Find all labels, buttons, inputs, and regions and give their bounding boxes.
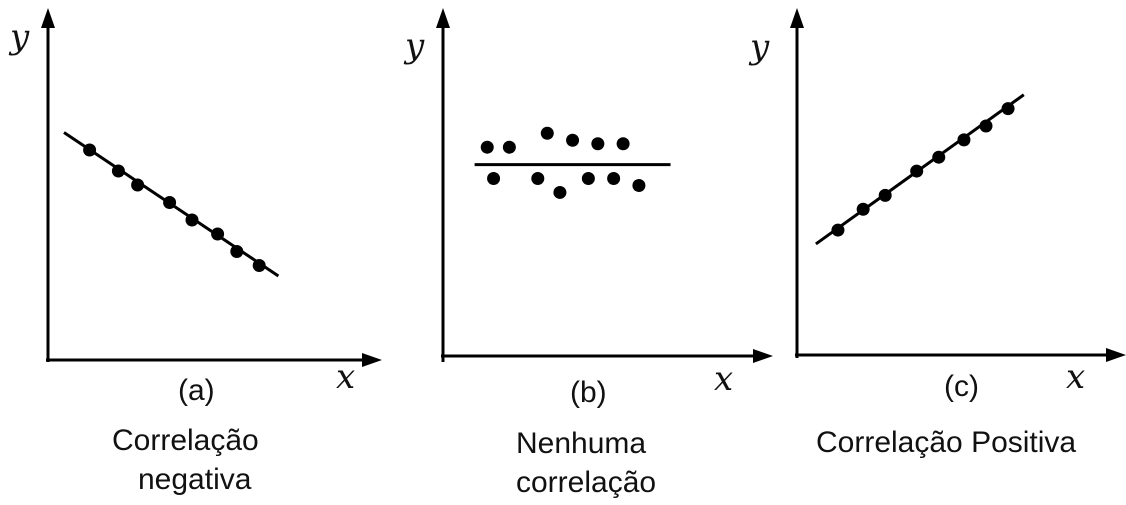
data-point-6 <box>957 133 971 147</box>
panel-negative-correlation: y x (a) Correlação negativa <box>8 8 382 496</box>
data-point-5 <box>932 150 946 164</box>
caption-line-1: Correlação Positiva <box>816 426 1076 459</box>
data-point-1 <box>83 143 97 157</box>
y-axis-arrow <box>790 8 804 28</box>
y-axis-arrow <box>436 8 450 28</box>
data-point-2 <box>111 164 125 178</box>
x-axis-label: x <box>1066 357 1085 397</box>
data-point-6 <box>211 227 225 241</box>
data-point-6 <box>616 137 630 151</box>
data-point-7 <box>979 119 993 133</box>
data-point-1 <box>480 140 494 154</box>
data-point-11 <box>607 172 621 186</box>
y-axis-label: y <box>748 27 770 67</box>
data-point-8 <box>531 172 545 186</box>
data-point-12 <box>632 178 646 192</box>
plot-marks <box>474 126 671 199</box>
x-axis-label: x <box>714 359 733 399</box>
plot-marks <box>815 93 1025 246</box>
data-point-8 <box>1001 102 1015 116</box>
data-point-4 <box>163 196 177 209</box>
data-point-9 <box>553 185 567 199</box>
data-point-5 <box>591 137 605 151</box>
panel-label: (a) <box>178 374 215 407</box>
data-point-3 <box>540 126 554 140</box>
data-point-1 <box>831 223 845 237</box>
y-axis-label: y <box>8 17 30 57</box>
x-axis-label: x <box>336 357 355 397</box>
data-point-7 <box>487 172 501 186</box>
data-point-2 <box>502 140 516 154</box>
caption-line-1: Nenhuma <box>516 427 646 460</box>
y-axis-label: y <box>403 26 425 66</box>
data-point-3 <box>878 188 892 202</box>
panel-label: (c) <box>944 370 979 403</box>
caption-line-2: negativa <box>138 463 252 496</box>
plot-marks <box>63 131 280 278</box>
caption-line-2: correlação <box>516 466 656 499</box>
data-point-10 <box>581 172 595 186</box>
data-point-5 <box>185 213 199 227</box>
x-axis-arrow <box>362 353 382 367</box>
panel-no-correlation: y x (b) Nenhuma correlação <box>403 8 773 499</box>
data-point-8 <box>252 259 266 272</box>
data-point-4 <box>910 164 924 178</box>
data-point-3 <box>131 178 145 192</box>
caption-line-1: Correlação <box>112 424 259 457</box>
x-axis-arrow <box>753 349 773 363</box>
data-point-7 <box>230 245 244 258</box>
data-point-4 <box>566 133 580 147</box>
data-point-2 <box>856 202 870 216</box>
y-axis-arrow <box>41 8 55 28</box>
panel-positive-correlation: y x (c) Correlação Positiva <box>748 8 1126 459</box>
x-axis-arrow <box>1106 348 1126 362</box>
panel-label: (b) <box>570 376 607 409</box>
